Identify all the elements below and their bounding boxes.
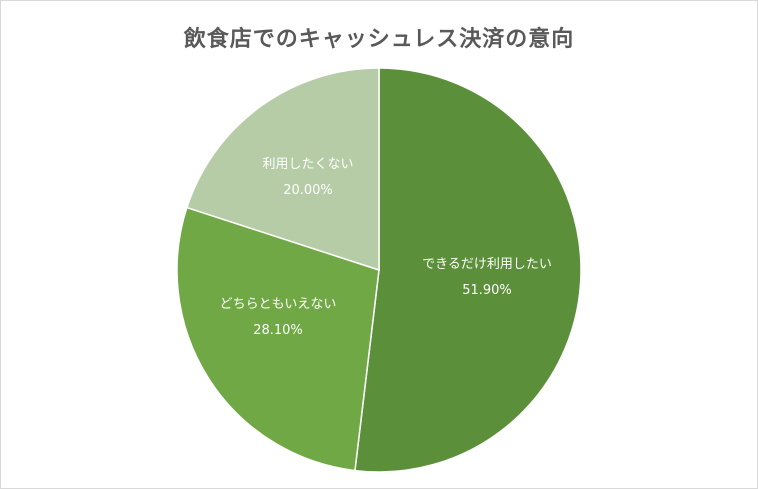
pie-slice (354, 67, 582, 473)
slice-value-label: 20.00% (283, 183, 333, 198)
slice-value-label: 51.90% (462, 283, 512, 298)
pie-slice (185, 67, 380, 272)
slice-category-label: どちらともいえない (220, 297, 337, 312)
chart-title: 飲食店でのキャッシュレス決済の意向 (183, 27, 575, 52)
slice-value-label: 28.10% (253, 323, 303, 338)
slice-category-label: できるだけ利用したい (422, 257, 552, 272)
slice-category-label: 利用したくない (262, 157, 353, 172)
pie-slice (176, 206, 380, 472)
